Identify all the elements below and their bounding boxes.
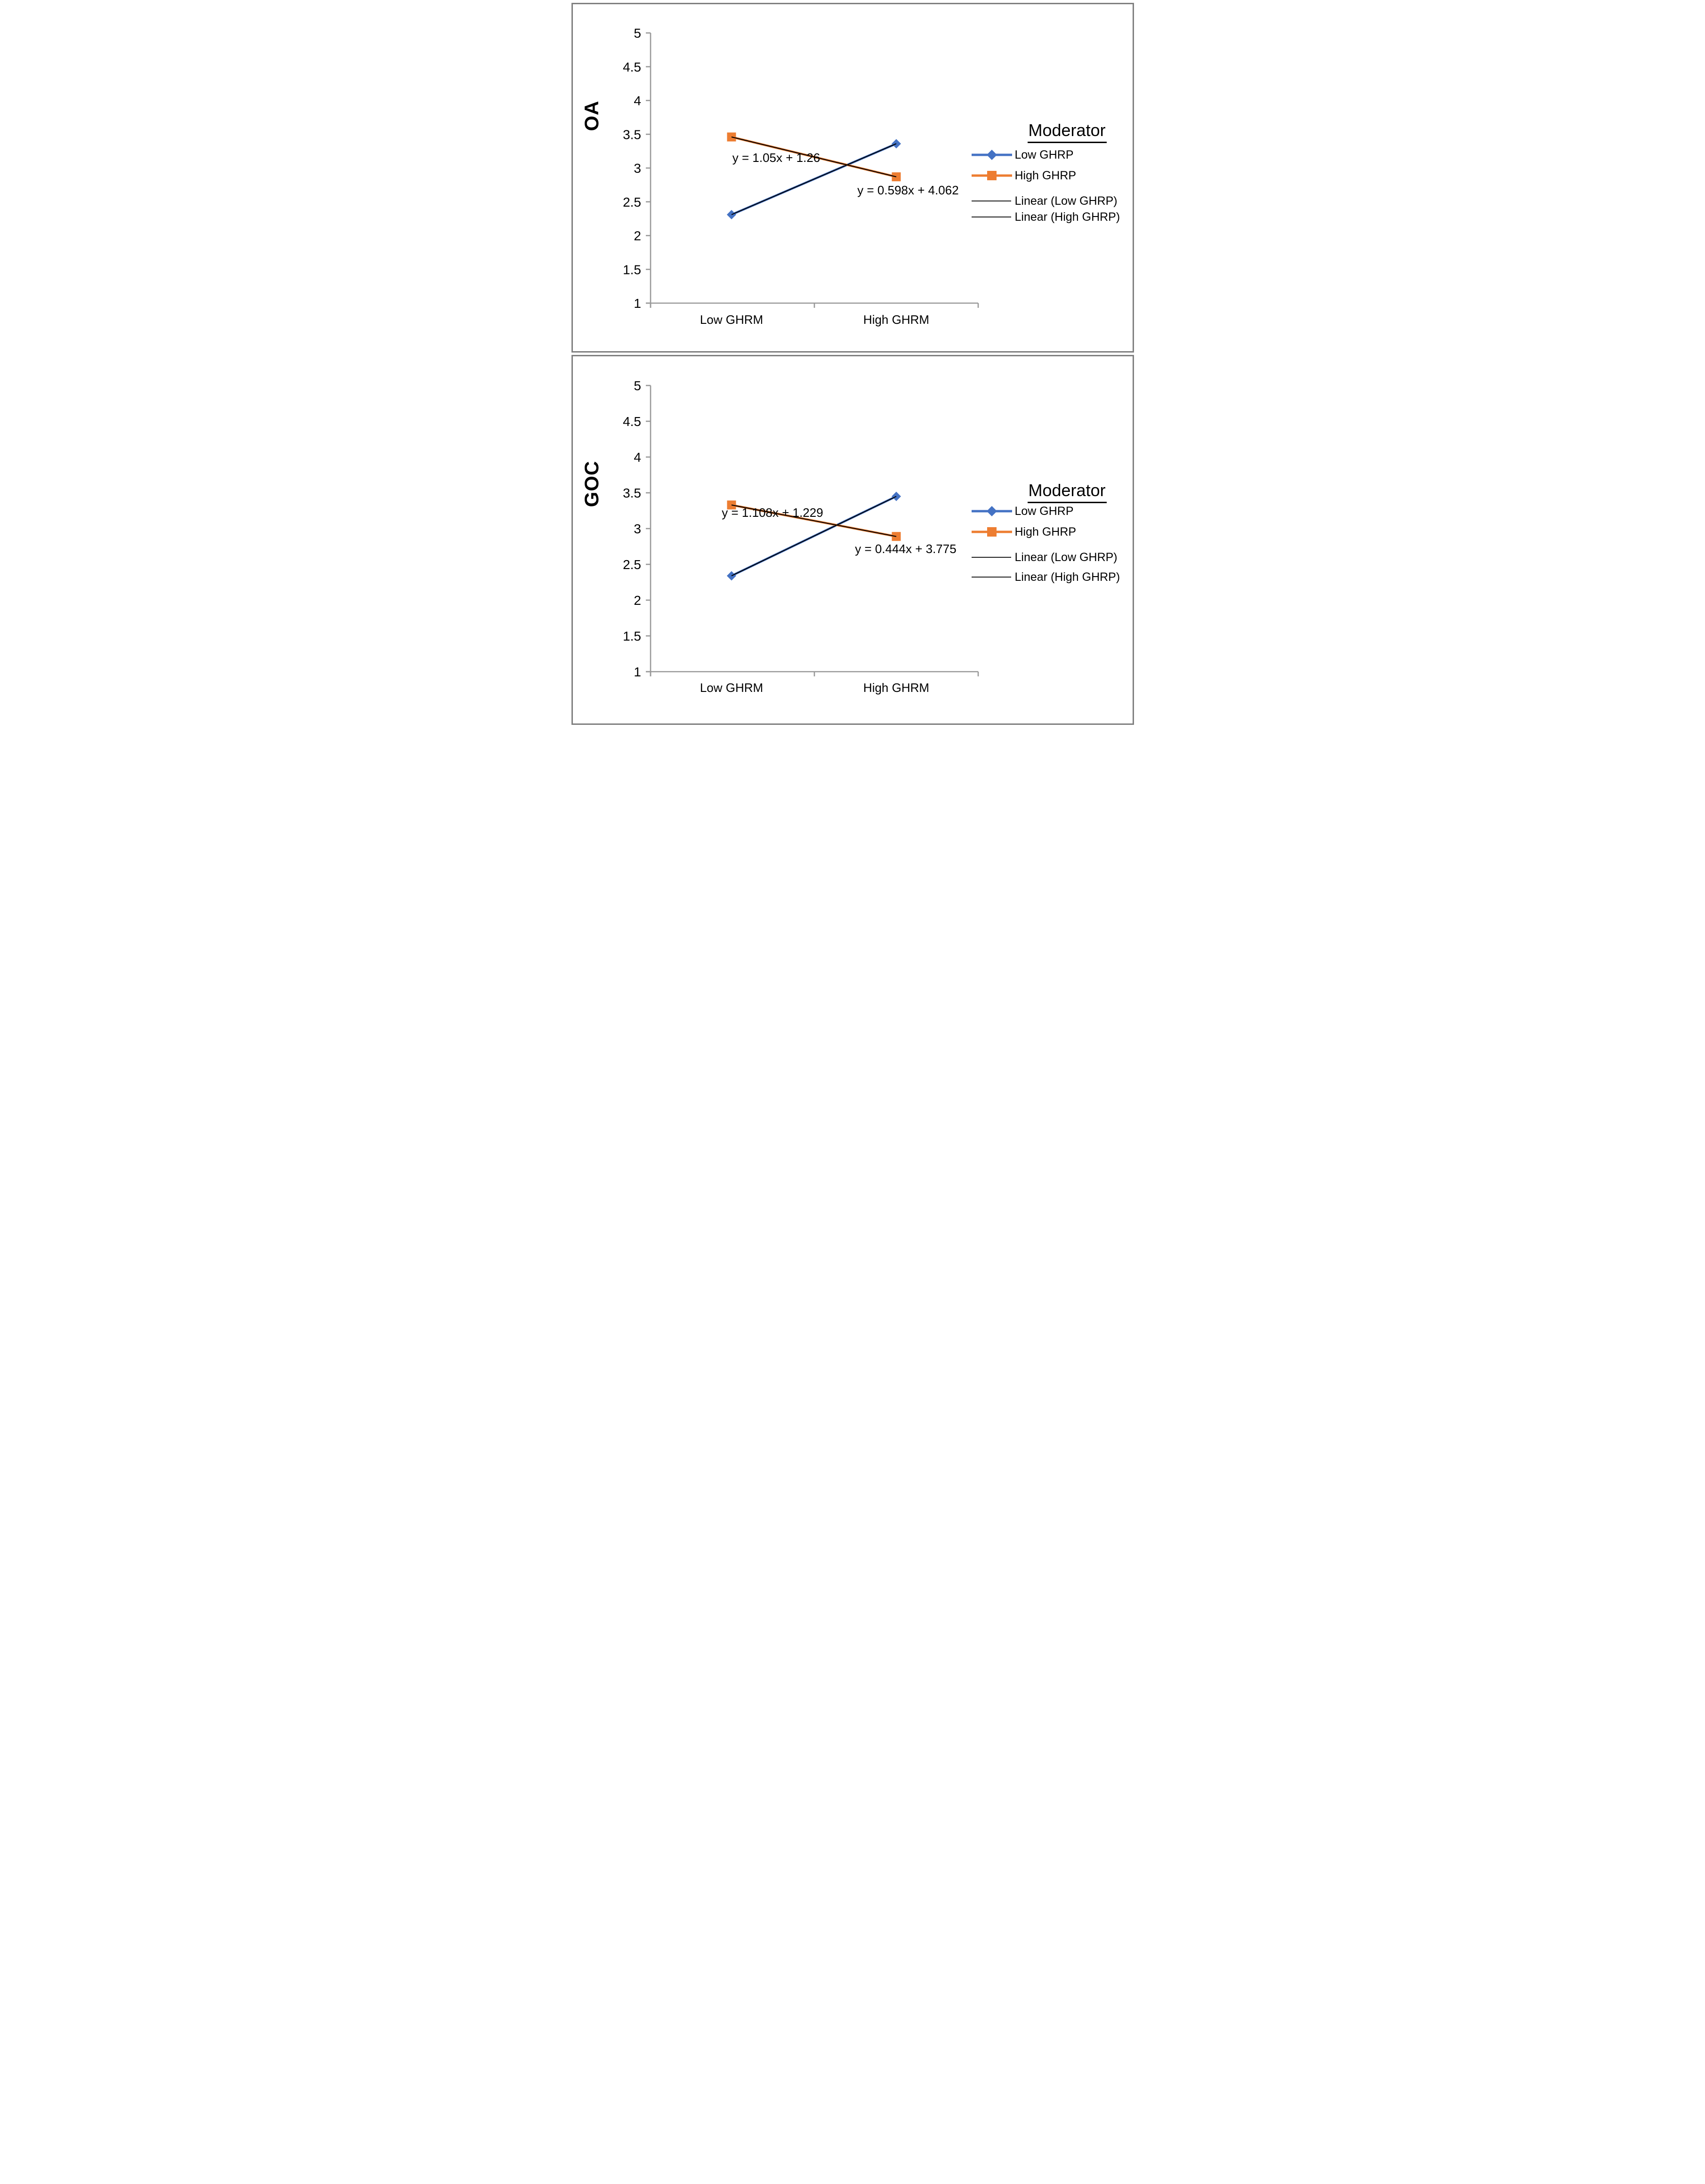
legend-item-linear-high-ghrp: Linear (High GHRP) (971, 210, 1120, 224)
marker-diamond-low-ghrp (726, 571, 736, 581)
y-tick-label: 1.5 (623, 629, 641, 643)
goc-chart-plot: 1 1.5 2 2.5 3 3.5 4 4.5 5 Low GHRM High GHRM y = 1.… (623, 378, 979, 695)
trendline-high-ghrp (731, 136, 896, 177)
legend-label: High GHRP (1014, 169, 1077, 182)
legend-title: Moderator (1027, 120, 1107, 143)
y-tick-label: 2.5 (623, 195, 641, 209)
high-ghrp-line-square-icon (971, 171, 1012, 180)
trendline-high-ghrp (731, 504, 896, 537)
y-tick-label: 3.5 (623, 486, 641, 500)
category-label: High GHRM (863, 681, 929, 695)
high-ghrp-line-square-icon (971, 527, 1012, 537)
category-label: Low GHRM (700, 313, 763, 327)
trendline-low-ghrp (731, 496, 896, 577)
legend-label: Linear (Low GHRP) (1014, 550, 1118, 564)
trendline-low-ghrp (731, 143, 896, 215)
y-tick-label: 5 (634, 26, 641, 40)
y-tick-label: 4.5 (623, 414, 641, 429)
legend-label: Low GHRP (1014, 504, 1074, 518)
legend-item-linear-low-ghrp: Linear (Low GHRP) (971, 194, 1118, 208)
legend-item-linear-high-ghrp: Linear (High GHRP) (971, 570, 1120, 584)
y-tick-label: 3.5 (623, 127, 641, 142)
y-tick-label: 1.5 (623, 262, 641, 277)
category-label: High GHRM (863, 313, 929, 327)
y-tick-label: 2 (634, 229, 641, 243)
y-tick-label: 1 (634, 665, 641, 679)
legend-item-low-ghrp: Low GHRP (971, 505, 1074, 518)
y-tick-label: 2 (634, 593, 641, 608)
legend-label: Linear (High GHRP) (1014, 210, 1120, 224)
chart-panel-goc: 1 1.5 2 2.5 3 3.5 4 4.5 5 Low GHRM High GHRM y = 1.… (571, 355, 1134, 725)
legend-item-linear-low-ghrp: Linear (Low GHRP) (971, 551, 1118, 564)
trendline-equation-high-ghrp: y = 0.444x + 3.775 (855, 542, 956, 556)
y-tick-label: 4 (634, 94, 641, 108)
figure-page: 1 1.5 2 2.5 3 3.5 4 4.5 5 Low GHRM High GHRM y = 1.… (568, 0, 1137, 728)
y-tick-label: 5 (634, 378, 641, 393)
legend-item-high-ghrp: High GHRP (971, 525, 1077, 538)
legend-label: High GHRP (1014, 525, 1077, 538)
legend-label: Linear (Low GHRP) (1014, 194, 1118, 208)
y-tick-label: 2.5 (623, 557, 641, 572)
legend-item-high-ghrp: High GHRP (971, 169, 1077, 182)
legend-label: Linear (High GHRP) (1014, 570, 1120, 584)
y-tick-label: 3 (634, 522, 641, 536)
y-axis-title-goc: GOC (580, 460, 603, 507)
y-tick-label: 3 (634, 161, 641, 176)
linear-low-line-icon (971, 195, 1013, 207)
marker-square-high-ghrp (727, 500, 736, 510)
trendline-equation-low-ghrp: y = 1.05x + 1.26 (732, 151, 820, 165)
linear-high-line-icon (971, 577, 1011, 578)
chart-panel-oa: 1 1.5 2 2.5 3 3.5 4 4.5 5 Low GHRM High GHRM y = 1.… (571, 3, 1134, 353)
y-tick-label: 4.5 (623, 60, 641, 74)
linear-low-line-icon (971, 557, 1011, 558)
low-ghrp-line-diamond-icon (971, 506, 1012, 516)
linear-high-line-icon (971, 211, 1013, 223)
legend-title: Moderator (1027, 481, 1107, 503)
marker-diamond-low-ghrp (891, 491, 901, 501)
oa-chart-plot: 1 1.5 2 2.5 3 3.5 4 4.5 5 Low GHRM High GHRM y = 1.… (623, 26, 979, 327)
trendline-equation-high-ghrp: y = 0.598x + 4.062 (857, 183, 958, 197)
y-tick-label: 4 (634, 450, 641, 465)
category-label: Low GHRM (700, 681, 763, 695)
legend-label: Low GHRP (1014, 148, 1074, 161)
trendline-equation-low-ghrp: y = 1.108x + 1.229 (722, 506, 823, 520)
y-axis-title-oa: OA (580, 100, 603, 131)
y-tick-label: 1 (634, 296, 641, 311)
low-ghrp-line-diamond-icon (971, 150, 1012, 160)
legend-item-low-ghrp: Low GHRP (971, 148, 1074, 161)
